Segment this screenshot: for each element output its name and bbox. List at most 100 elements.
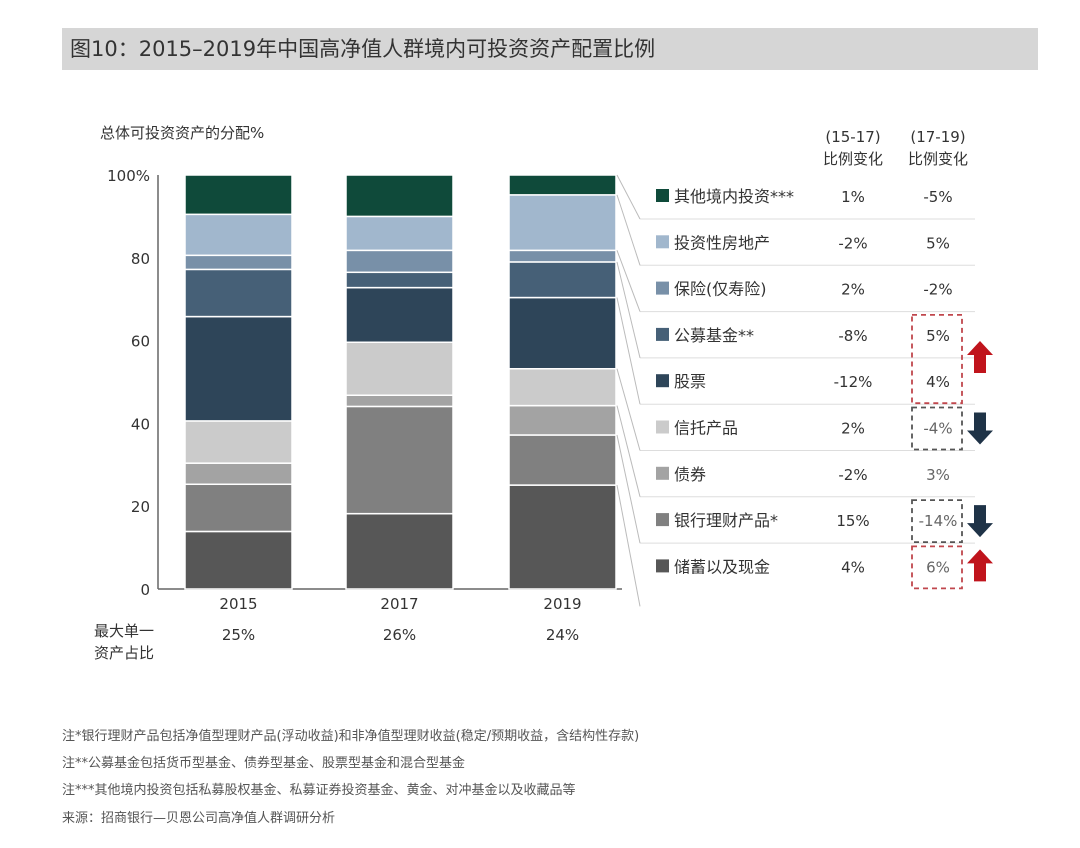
legend-label: 储蓄以及现金	[674, 557, 770, 576]
legend-swatch	[656, 327, 669, 341]
bar-segment-2019-8	[508, 174, 617, 196]
x-tick-label: 2015	[219, 595, 257, 613]
arrow-down-icon	[967, 412, 993, 445]
bar-segment-2015-3	[184, 420, 293, 464]
change-17-19: -4%	[923, 420, 952, 438]
stacked-bar-chart: 0 20 40 60 80 100% 2015 25% 2017 26% 2019 24% (15-17…	[107, 128, 993, 644]
change-header-period: (17-19)	[910, 128, 965, 146]
change-15-17: 2%	[841, 281, 865, 299]
bar-segment-2015-1	[184, 483, 293, 533]
connector-line	[616, 484, 641, 607]
bar-segment-2017-0	[345, 512, 454, 590]
change-17-19: 4%	[926, 373, 950, 391]
bar-segment-2017-5	[345, 271, 454, 289]
highlight-box-up	[911, 313, 963, 405]
change-15-17: 15%	[836, 512, 869, 530]
highlight-box-up	[911, 545, 963, 590]
arrow-up-icon	[967, 549, 993, 582]
change-header-label: 比例变化	[823, 150, 883, 168]
legend-label: 股票	[674, 372, 706, 391]
y-tick-label: 100%	[107, 167, 150, 185]
y-tick-label: 60	[131, 333, 150, 351]
legend-label: 银行理财产品*	[674, 511, 778, 530]
highlight-box-down	[911, 406, 963, 451]
legend-swatch	[656, 559, 669, 573]
bar-segment-2017-4	[345, 286, 454, 344]
legend-swatch	[656, 374, 669, 388]
connector-line	[616, 434, 641, 544]
bar-segment-2019-7	[508, 194, 617, 252]
figure-title: 图10：2015–2019年中国高净值人群境内可投资资产配置比例	[62, 28, 1038, 70]
change-17-19: 6%	[926, 558, 950, 576]
arrow-down-icon	[967, 505, 993, 538]
note-2: 注**公募基金包括货币型基金、债券型基金、股票型基金和混合型基金	[62, 756, 466, 771]
max-single-value: 24%	[546, 626, 579, 644]
bar-segment-2017-8	[345, 174, 454, 218]
bar-segment-2015-0	[184, 530, 293, 590]
note-3: 注***其他境内投资包括私募股权基金、私募证券投资基金、黄金、对冲基金以及收藏品…	[62, 783, 576, 798]
bar-segment-2019-4	[508, 296, 617, 370]
connector-line	[616, 194, 641, 266]
max-single-label: 最大单一 资产占比	[94, 620, 154, 664]
connector-line	[616, 297, 641, 405]
y-axis-label: 总体可投资资产的分配%	[100, 124, 265, 142]
highlight-box-down	[911, 499, 963, 544]
y-tick-label: 20	[131, 498, 150, 516]
legend-label: 投资性房地产	[674, 233, 770, 252]
change-17-19: 5%	[926, 234, 950, 252]
change-17-19: -2%	[923, 281, 952, 299]
bar-segment-2017-3	[345, 341, 454, 396]
connector-line	[616, 405, 641, 497]
legend-label: 其他境内投资***	[674, 187, 794, 206]
legend-label: 信托产品	[674, 419, 738, 438]
change-15-17: 1%	[841, 188, 865, 206]
bar-segment-2019-2	[508, 404, 617, 436]
note-1: 注*银行理财产品包括净值型理财产品(浮动收益)和非净值型理财收益(稳定/预期收益…	[62, 729, 640, 744]
change-header-period: (15-17)	[825, 128, 880, 146]
x-tick-label: 2019	[543, 595, 581, 613]
connector-line	[616, 261, 641, 359]
bar-segment-2017-2	[345, 394, 454, 408]
legend-swatch	[656, 281, 669, 295]
max-single-value: 25%	[222, 626, 255, 644]
bar-segment-2019-3	[508, 368, 617, 407]
change-15-17: -2%	[838, 234, 867, 252]
max-single-label-line2: 资产占比	[94, 644, 155, 662]
bar-segment-2015-7	[184, 213, 293, 257]
bar-segment-2019-1	[508, 434, 617, 486]
legend-label: 公募基金**	[674, 326, 754, 345]
bar-segment-2017-1	[345, 405, 454, 515]
legend-label: 债券	[674, 465, 706, 484]
bar-segment-2015-6	[184, 254, 293, 271]
y-tick-label: 40	[131, 415, 150, 433]
x-tick-label: 2017	[380, 595, 418, 613]
legend-label: 保险(仅寿险)	[674, 280, 767, 299]
change-17-19: -5%	[923, 188, 952, 206]
source-note: 来源：招商银行—贝恩公司高净值人群调研分析	[62, 811, 336, 826]
change-15-17: -8%	[838, 327, 867, 345]
bar-segment-2015-4	[184, 315, 293, 422]
bar-segment-2015-8	[184, 174, 293, 216]
legend-swatch	[656, 235, 669, 249]
change-15-17: 2%	[841, 420, 865, 438]
change-17-19: 3%	[926, 466, 950, 484]
bar-segment-2015-2	[184, 462, 293, 486]
bar-segment-2017-7	[345, 215, 454, 252]
y-tick-label: 0	[140, 581, 150, 599]
bar-segment-2019-6	[508, 249, 617, 263]
max-single-label-line1: 最大单一	[94, 622, 155, 640]
change-15-17: -2%	[838, 466, 867, 484]
legend-swatch	[656, 466, 669, 480]
legend-swatch	[656, 420, 669, 434]
change-17-19: -14%	[919, 512, 958, 530]
change-header-label: 比例变化	[908, 150, 968, 168]
connector-line	[616, 174, 641, 220]
bar-segment-2017-6	[345, 249, 454, 274]
connector-line	[616, 250, 641, 312]
bar-segment-2019-5	[508, 261, 617, 299]
legend-swatch	[656, 513, 669, 527]
change-15-17: 4%	[841, 558, 865, 576]
change-17-19: 5%	[926, 327, 950, 345]
arrow-up-icon	[967, 341, 993, 374]
